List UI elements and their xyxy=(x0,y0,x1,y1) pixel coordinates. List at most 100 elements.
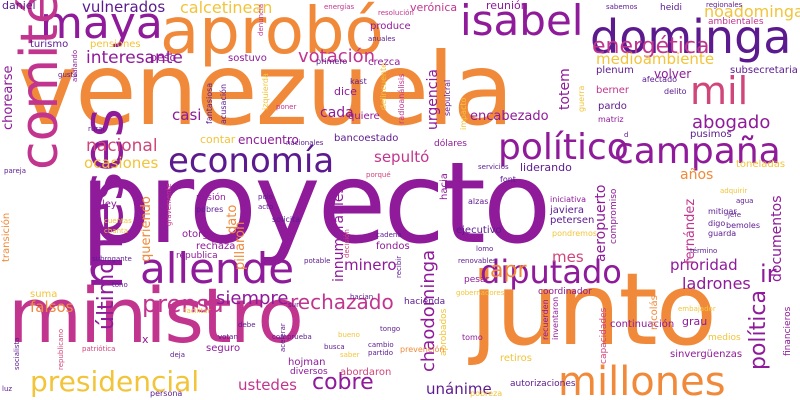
word-allende: allende xyxy=(140,244,295,293)
word-luz: luz xyxy=(2,385,13,393)
word-republica: republica xyxy=(176,251,218,261)
word-porque: porqué xyxy=(366,171,391,179)
word-rechazado: rechazado xyxy=(290,290,394,314)
word-deja: deja xyxy=(170,351,185,359)
word-iniciativa: iniciativa xyxy=(550,195,587,204)
word-abogado: abogado xyxy=(692,112,771,133)
word-delincuente: delincuente xyxy=(379,62,388,110)
word-debe: debe xyxy=(238,321,256,329)
word-aeropuerto: aeropuerto xyxy=(593,184,609,262)
word-berner: berner xyxy=(596,85,630,96)
word-matriz: matriz xyxy=(598,115,624,124)
word-denuncia: denuncia xyxy=(257,3,265,36)
word-votan: votan xyxy=(218,333,238,341)
word-subrogante: subrogante xyxy=(92,255,132,263)
word-alzas: alzas xyxy=(468,197,489,206)
word-choriarse: chorearse xyxy=(1,65,16,130)
word-quiere: quiere xyxy=(348,111,380,122)
word-economia: economía xyxy=(168,141,335,181)
word-cobre: cobre xyxy=(312,370,374,395)
word-mitigar: mitigar xyxy=(708,207,737,216)
word-dolares: dólares xyxy=(434,139,467,149)
word-politico: político xyxy=(498,127,629,168)
word-guerra: guerra xyxy=(577,85,586,112)
word-energetica: energética xyxy=(592,34,710,59)
word-poner: poner xyxy=(276,103,297,111)
word-renovables: renovables xyxy=(458,257,497,265)
word-hacia: hacia xyxy=(439,173,450,200)
word-nicolas: nicolás xyxy=(649,295,660,330)
word-sinverguenzas: sinvergüenzas xyxy=(670,349,743,360)
word-adquirir: adquirir xyxy=(720,187,748,195)
word-pobres: pobres xyxy=(196,205,224,214)
word-sepulcral: sepulcral xyxy=(443,79,452,116)
word-embajador: embajador xyxy=(678,305,716,313)
word-x: x xyxy=(142,333,149,346)
word-recuerden: recuerden xyxy=(541,299,550,340)
word-servicios: servicios xyxy=(478,163,509,171)
word-vulnerados: vulnerados xyxy=(82,0,166,16)
word-inventaron: inventaron xyxy=(551,296,560,340)
word-aprobo: aprobó xyxy=(160,0,384,69)
word-nacional: nacional xyxy=(86,136,158,156)
word-mision: misión xyxy=(196,193,226,203)
word-mes: mes xyxy=(552,248,584,266)
word-dominga: dominga xyxy=(590,10,792,64)
word-anos: años xyxy=(680,167,714,183)
word-retiros: retiros xyxy=(500,353,532,364)
word-energias: energías xyxy=(324,3,355,11)
word-acusacion: acusación xyxy=(219,83,228,124)
word-otorga: otorga xyxy=(182,229,215,240)
word-reunion: reunión xyxy=(486,0,528,12)
word-subsecretaria: subsecretaria xyxy=(730,65,798,76)
word-votacion: votación xyxy=(298,46,376,67)
word-encabezado: encabezado xyxy=(470,109,549,124)
word-diputado: diputado xyxy=(480,253,622,291)
word-encuentro: encuentro xyxy=(238,133,299,147)
word-siempre: siempre xyxy=(216,288,289,309)
word-ambientales: ambientales xyxy=(708,17,764,27)
word-noadominga: noadominga xyxy=(704,2,800,21)
word-medioambiente: medioambiente xyxy=(596,50,715,68)
word-seguro: seguro xyxy=(206,343,241,354)
word-prensa: prensa xyxy=(142,290,224,318)
word-izquierda: izquierda xyxy=(261,73,270,110)
word-solicita: solicita xyxy=(272,215,301,224)
word-volver: volver xyxy=(654,67,692,81)
word-potable: potable xyxy=(304,257,331,265)
word-rural: rural xyxy=(88,125,105,133)
word-gobernadores: gobernadores xyxy=(456,289,505,297)
word-ultimo: último xyxy=(94,260,119,330)
word-tomo: tomo xyxy=(462,333,483,342)
word-jefe: jefe xyxy=(728,211,742,219)
word-nacionales: nacionales xyxy=(286,139,324,147)
word-campana: campaña xyxy=(614,131,781,172)
word-hacienda: hacienda xyxy=(404,297,446,307)
word-presidencial: presidencial xyxy=(30,365,200,398)
word-petersen: petersen xyxy=(550,215,595,226)
word-kast: kast xyxy=(350,77,367,86)
word-cuentas: cuentas xyxy=(104,217,132,225)
word-facilitar: facilitar xyxy=(184,307,211,315)
word-bancoestado: bancoestado xyxy=(334,133,399,144)
word-ir: ir xyxy=(760,260,777,288)
word-socialista: socialista xyxy=(13,337,21,370)
word-agua: agua xyxy=(736,197,754,205)
word-sur: sur xyxy=(288,301,299,309)
word-resolucion: resolución xyxy=(378,9,414,17)
word-anuales: anuales xyxy=(368,35,396,43)
word-politica: política xyxy=(746,290,771,370)
word-apr: apr xyxy=(490,258,527,283)
word-bemoles: bemoles xyxy=(726,221,760,230)
word-sostuvo: sostuvo xyxy=(228,53,267,64)
word-transicion: transición xyxy=(1,212,12,262)
word-bueno: bueno xyxy=(338,331,360,339)
word-decision: decisión xyxy=(343,229,351,258)
word-interesante: interesante xyxy=(86,48,183,68)
word-saber: saber xyxy=(340,351,360,359)
word-queriendo: queriendo xyxy=(139,196,154,262)
word-chanta: chanta xyxy=(104,227,129,235)
word-gravemente: gravemente xyxy=(165,183,173,226)
word-tono: tono xyxy=(112,281,128,289)
word-comite: comité xyxy=(10,0,70,170)
